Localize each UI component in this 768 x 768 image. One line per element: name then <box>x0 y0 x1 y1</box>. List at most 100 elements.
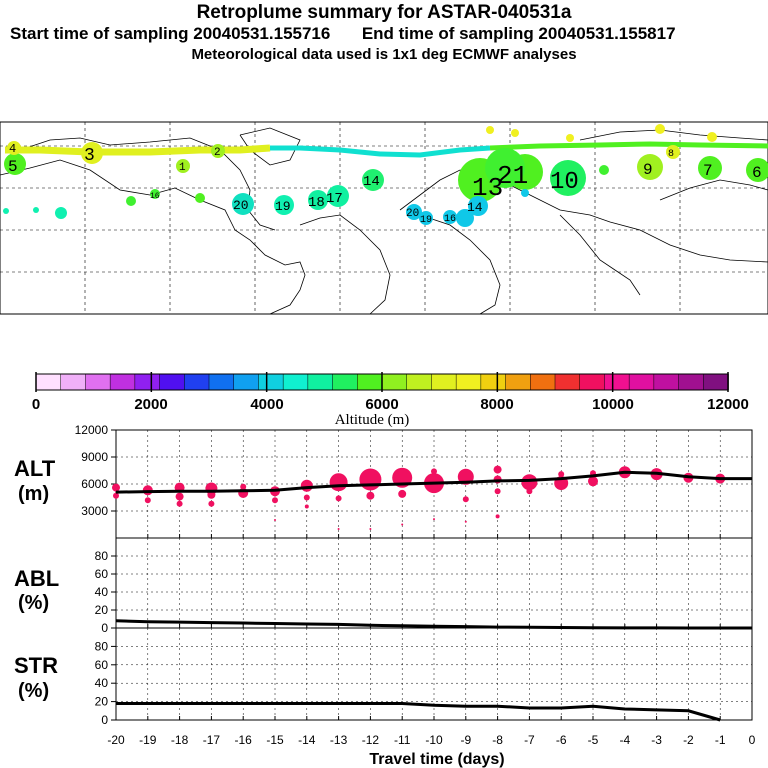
map-label: 3 <box>84 146 95 166</box>
plume-labels: 13 21 10 9 7 6 8 3 5 4 2 1 14 17 18 19 2… <box>8 142 762 226</box>
x-tick-label: -19 <box>139 733 157 747</box>
x-tick-label: -16 <box>235 733 253 747</box>
x-tick-labels: -20 -19 -18 -17 -16 -15 -14 -13 -12 -11 -10 -9 -8 -7-… <box>107 733 755 747</box>
panel-1: 0 20 40 60 80 <box>95 537 753 635</box>
plume-marker <box>150 189 160 199</box>
plume-marker <box>55 207 67 219</box>
x-tick-label: -2 <box>683 733 694 747</box>
chart-title: Retroplume summary for ASTAR-040531a <box>196 2 572 23</box>
colorbar-cell <box>455 373 482 391</box>
str-unit: (%) <box>18 680 49 702</box>
colorbar-cell <box>381 373 408 391</box>
map-label: 10 <box>550 169 579 196</box>
plume-marker <box>308 190 328 210</box>
x-tick-label: -4 <box>619 733 630 747</box>
plume-marker <box>362 169 384 191</box>
x-tick-label: 0 <box>749 733 756 747</box>
colorbar-axis-label: Altitude (m) <box>335 412 410 428</box>
abl-unit: (%) <box>18 592 49 614</box>
altitude-particle <box>369 528 372 530</box>
altitude-particle <box>558 471 565 478</box>
plume-marker <box>81 142 103 164</box>
colorbar: 0 2000 4000 6000 8000 10000 12000 Altitu… <box>32 372 749 428</box>
colorbar-tick-labels: 0 2000 4000 6000 8000 10000 12000 <box>32 396 749 413</box>
map-label: 20 <box>233 198 249 213</box>
x-tick-label: -18 <box>171 733 189 747</box>
plume-marker <box>4 153 26 175</box>
y-tick-label: 40 <box>95 676 109 690</box>
map-label: 2 <box>214 147 221 159</box>
trajectory-east <box>489 141 768 151</box>
x-tick-label: -13 <box>330 733 348 747</box>
y-tick-label: 6000 <box>81 477 108 491</box>
world-map: 13 21 10 9 7 6 8 3 5 4 2 1 14 17 18 19 2… <box>0 121 768 315</box>
altitude-particle <box>366 491 375 500</box>
colorbar-tick-label: 10000 <box>592 396 634 413</box>
plume-marker <box>327 185 349 207</box>
altitude-particle <box>272 497 278 504</box>
map-label: 4 <box>9 142 16 156</box>
altitude-particle <box>526 488 533 495</box>
plume-marker <box>419 211 433 225</box>
map-label: 19 <box>420 215 432 226</box>
plume-marker <box>3 208 9 214</box>
colorbar-cell <box>703 373 729 391</box>
colorbar-cell <box>159 373 186 391</box>
panel-0: 3000 6000 9000 12000 <box>75 423 753 539</box>
altitude-particle <box>335 495 342 502</box>
plume-marker <box>456 209 474 227</box>
colorbar-cell <box>530 373 556 391</box>
y-tick-label: 80 <box>95 639 109 653</box>
colorbar-cell <box>505 373 532 391</box>
map-label: 14 <box>363 174 380 190</box>
y-tick-label: 0 <box>101 621 108 635</box>
altitude-particle <box>207 490 216 499</box>
colorbar-tick-label: 12000 <box>707 396 749 413</box>
trajectory-mid <box>270 145 491 158</box>
plume-marker <box>406 204 422 220</box>
colorbar-cell <box>60 373 87 391</box>
map-label: 20 <box>406 208 419 220</box>
colorbar-cell <box>307 373 334 391</box>
colorbar-cell <box>184 373 210 391</box>
map-label: 21 <box>497 161 528 191</box>
altitude-particle <box>433 518 435 521</box>
y-tick-label: 20 <box>95 695 109 709</box>
plume-marker <box>443 210 457 224</box>
colorbar-major-ticks <box>35 372 729 392</box>
map-label: 17 <box>326 191 343 207</box>
colorbar-cell <box>480 373 507 391</box>
x-axis-title: Travel time (days) <box>369 751 504 768</box>
plume-marker <box>7 141 21 155</box>
altitude-particle <box>462 496 469 503</box>
map-label: 14 <box>467 200 483 215</box>
colorbar-cell <box>579 373 606 391</box>
plume-marker <box>550 160 586 196</box>
colorbar-cell <box>554 373 581 391</box>
str-label: STR <box>14 653 58 678</box>
altitude-particle <box>588 476 598 487</box>
colorbar-cell <box>109 373 136 391</box>
plume-marker <box>746 158 768 182</box>
x-tick-label: -12 <box>362 733 380 747</box>
alt-label: ALT <box>14 456 56 481</box>
colorbar-cell <box>134 373 161 391</box>
y-tick-label: 20 <box>95 603 109 617</box>
colorbar-cell <box>85 373 111 391</box>
map-label: 6 <box>752 164 762 182</box>
altitude-particle <box>495 514 500 519</box>
plume-marker <box>655 124 665 134</box>
y-tick-label: 3000 <box>81 504 108 518</box>
y-tick-label: 0 <box>101 713 108 727</box>
altitude-particle <box>464 520 467 523</box>
altitude-particle <box>175 492 184 501</box>
colorbar-cell <box>604 373 630 391</box>
y-tick-label: 9000 <box>81 450 108 464</box>
plume-marker <box>637 154 663 180</box>
y-tick-label: 12000 <box>75 423 109 437</box>
colorbar-cell <box>258 373 284 391</box>
series-line <box>115 470 752 494</box>
x-tick-label: -6 <box>556 733 567 747</box>
x-tick-label: -5 <box>588 733 599 747</box>
